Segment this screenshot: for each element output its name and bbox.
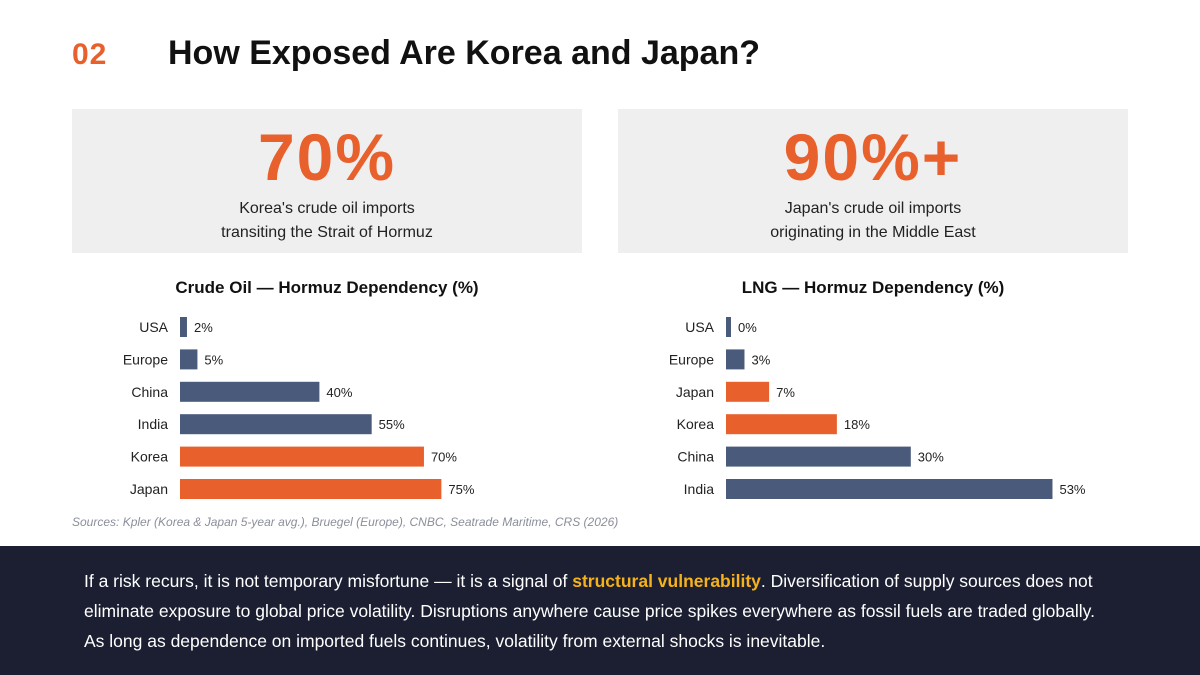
crude-category-label-india: India bbox=[138, 416, 169, 432]
lng-bar-chart: USA 0% Europe 3% Japan 7% Korea 18% China 30% Indi… bbox=[669, 317, 1086, 499]
section-number: 02 bbox=[72, 38, 108, 71]
lng-category-label-china: China bbox=[677, 449, 714, 465]
crude-category-label-japan: Japan bbox=[130, 481, 168, 497]
footer-text-after: . Diversification of supply sources does… bbox=[84, 571, 1095, 651]
korea-stat-value: 70% bbox=[257, 120, 397, 194]
lng-category-label-korea: Korea bbox=[677, 416, 715, 432]
crude-category-label-korea: Korea bbox=[131, 449, 169, 465]
crude-bar-korea bbox=[180, 446, 424, 467]
crude-value-label-india: 55% bbox=[379, 417, 405, 432]
footer-banner: If a risk recurs, it is not temporary mi… bbox=[0, 546, 1200, 675]
lng-value-label-china: 30% bbox=[918, 450, 944, 465]
japan-stat-line-2: originating in the Middle East bbox=[770, 224, 976, 241]
korea-stat-line-2: transiting the Strait of Hormuz bbox=[221, 224, 433, 241]
lng-value-label-usa: 0% bbox=[738, 320, 757, 335]
lng-value-label-india: 53% bbox=[1059, 482, 1085, 497]
crude-value-label-usa: 2% bbox=[194, 320, 213, 335]
crude-bar-europe bbox=[180, 349, 198, 370]
crude-bar-india bbox=[180, 414, 372, 435]
crude-category-label-usa: USA bbox=[139, 319, 168, 335]
crude-bar-china bbox=[180, 381, 320, 402]
japan-stat-value: 90%+ bbox=[783, 120, 963, 194]
crude-oil-bar-chart: USA 2% Europe 5% China 40% India 55% Korea 70% Jap… bbox=[123, 317, 475, 499]
crude-category-label-china: China bbox=[131, 384, 168, 400]
lng-value-label-korea: 18% bbox=[844, 417, 870, 432]
lng-bar-china bbox=[726, 446, 911, 467]
footer-text-before: If a risk recurs, it is not temporary mi… bbox=[84, 571, 573, 591]
lng-category-label-europe: Europe bbox=[669, 351, 714, 367]
footer-highlight: structural vulnerability bbox=[572, 571, 761, 591]
japan-stat-card: 90%+ Japan's crude oil imports originati… bbox=[618, 109, 1128, 253]
lng-bar-usa bbox=[726, 317, 731, 337]
lng-category-label-usa: USA bbox=[685, 319, 714, 335]
korea-stat-line-1: Korea's crude oil imports bbox=[239, 200, 415, 217]
sources-note: Sources: Kpler (Korea & Japan 5-year avg… bbox=[72, 515, 619, 529]
japan-stat-line-1: Japan's crude oil imports bbox=[784, 200, 962, 217]
crude-value-label-japan: 75% bbox=[448, 482, 474, 497]
lng-category-label-japan: Japan bbox=[676, 384, 714, 400]
crude-value-label-china: 40% bbox=[326, 385, 352, 400]
lng-bar-europe bbox=[726, 349, 745, 370]
crude-bar-japan bbox=[180, 479, 442, 499]
crude-oil-chart-title: Crude Oil — Hormuz Dependency (%) bbox=[175, 278, 479, 297]
footer-text: If a risk recurs, it is not temporary mi… bbox=[84, 566, 1116, 656]
lng-bar-india bbox=[726, 479, 1053, 499]
lng-value-label-europe: 3% bbox=[751, 352, 770, 367]
crude-category-label-europe: Europe bbox=[123, 351, 168, 367]
crude-value-label-korea: 70% bbox=[431, 450, 457, 465]
lng-value-label-japan: 7% bbox=[776, 385, 795, 400]
lng-bar-korea bbox=[726, 414, 837, 435]
lng-category-label-india: India bbox=[684, 481, 715, 497]
crude-bar-usa bbox=[180, 317, 187, 337]
lng-chart-title: LNG — Hormuz Dependency (%) bbox=[741, 278, 1005, 297]
lng-bar-japan bbox=[726, 381, 770, 402]
crude-value-label-europe: 5% bbox=[204, 352, 223, 367]
korea-stat-card: 70% Korea's crude oil imports transiting… bbox=[72, 109, 582, 253]
page-title: How Exposed Are Korea and Japan? bbox=[168, 34, 760, 72]
